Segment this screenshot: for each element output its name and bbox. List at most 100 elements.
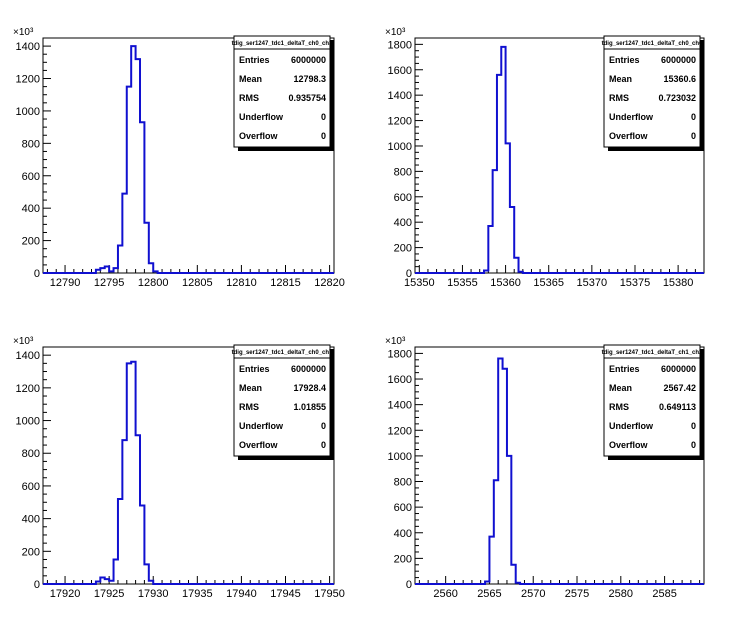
histogram-bin — [122, 194, 126, 273]
stats-label: Underflow — [609, 112, 654, 122]
histogram-bin — [131, 362, 135, 584]
stats-label: Overflow — [609, 440, 649, 450]
histogram-bin — [136, 59, 140, 273]
y-tick-label: 1400 — [388, 400, 412, 412]
stats-label: Underflow — [239, 112, 284, 122]
y-multiplier-label: ×10³ — [13, 336, 34, 347]
y-tick-label: 1000 — [16, 416, 40, 428]
y-tick-label: 1200 — [388, 425, 412, 437]
y-tick-label: 600 — [22, 481, 40, 493]
x-tick-label: 2560 — [433, 588, 457, 600]
y-tick-label: 1000 — [388, 141, 412, 153]
stats-value: 0 — [321, 421, 326, 431]
stats-label: Mean — [609, 383, 632, 393]
histogram-bin — [153, 271, 157, 273]
y-tick-label: 0 — [406, 268, 412, 280]
histogram-bin — [149, 263, 153, 273]
histogram-bin — [131, 46, 135, 273]
stats-value: 17928.4 — [293, 383, 326, 393]
histogram-bin — [127, 363, 131, 584]
y-tick-label: 1000 — [16, 106, 40, 118]
y-tick-label: 200 — [394, 243, 412, 255]
histogram-bin — [114, 268, 118, 273]
y-multiplier-label: ×10³ — [385, 27, 406, 38]
histogram-panel: 0 200 400 600 800 1000 1200 1400 ×10³ 12790 12795 1… — [13, 27, 345, 289]
stats-label: Overflow — [239, 440, 279, 450]
histogram-bin — [149, 581, 153, 584]
histogram-bin — [140, 122, 144, 273]
x-tick-label: 12800 — [138, 277, 169, 289]
y-tick-label: 1800 — [388, 39, 412, 51]
x-tick-label: 15380 — [663, 277, 694, 289]
y-tick-label: 400 — [394, 528, 412, 540]
x-tick-label: 15375 — [620, 277, 651, 289]
histogram-title: tdig_ser1247_tdc1_deltaT_ch0_ch6 — [602, 41, 703, 47]
y-tick-label: 800 — [394, 166, 412, 178]
y-tick-label: 800 — [22, 138, 40, 150]
y-tick-label: 200 — [22, 546, 40, 558]
histogram-outline — [415, 45, 704, 274]
x-tick-label: 12815 — [270, 277, 301, 289]
x-tick-label: 15360 — [490, 277, 521, 289]
histogram-bin — [519, 272, 523, 273]
stats-box: tdig_ser1247_tdc1_deltaT_ch1_ch2 Entries 6… — [602, 344, 704, 460]
histogram-bin — [511, 565, 515, 584]
histogram-bin — [484, 270, 488, 273]
x-tick-label: 17940 — [226, 588, 257, 600]
x-tick-label: 12820 — [314, 277, 345, 289]
stats-label: Entries — [239, 364, 270, 374]
x-tick-label: 12805 — [182, 277, 213, 289]
histogram-bin — [493, 170, 497, 273]
histogram-bin — [96, 270, 100, 273]
histogram-bin — [100, 268, 104, 273]
stats-label: Underflow — [239, 421, 284, 431]
y-tick-label: 0 — [34, 579, 40, 591]
y-tick-label: 1400 — [16, 41, 40, 53]
x-tick-label: 17920 — [50, 588, 81, 600]
stats-label: Mean — [239, 74, 262, 84]
y-tick-label: 1400 — [388, 90, 412, 102]
histogram-title: tdig_ser1247_tdc1_deltaT_ch1_ch2 — [602, 350, 703, 356]
stats-value: 6000000 — [291, 55, 326, 65]
x-tick-label: 12810 — [226, 277, 257, 289]
y-tick-label: 400 — [22, 514, 40, 526]
stats-value: 6000000 — [661, 364, 696, 374]
histogram-bin — [516, 583, 520, 584]
y-tick-label: 400 — [22, 203, 40, 215]
stats-box: tdig_ser1247_tdc1_deltaT_ch0_ch6 Entries 6… — [602, 35, 704, 151]
histogram-bin — [109, 581, 113, 584]
stats-value: 12798.3 — [293, 74, 326, 84]
x-tick-label: 15355 — [447, 277, 478, 289]
stats-value: 0 — [321, 131, 326, 141]
y-tick-label: 200 — [22, 236, 40, 248]
histogram-bin — [497, 75, 501, 273]
stats-value: 0.649113 — [659, 402, 696, 412]
histogram-bin — [118, 499, 122, 584]
histogram-bin — [136, 435, 140, 584]
x-tick-label: 17935 — [182, 588, 213, 600]
x-tick-label: 12790 — [50, 277, 81, 289]
y-tick-label: 800 — [394, 477, 412, 489]
x-tick-label: 17925 — [94, 588, 125, 600]
x-tick-label: 15365 — [533, 277, 564, 289]
histogram-bin — [140, 506, 144, 584]
y-tick-label: 600 — [394, 502, 412, 514]
y-tick-label: 0 — [34, 268, 40, 280]
y-tick-label: 400 — [394, 217, 412, 229]
stats-label: Entries — [609, 364, 640, 374]
x-tick-label: 2585 — [652, 588, 676, 600]
stats-value: 0 — [691, 131, 696, 141]
histogram-bin — [503, 369, 507, 584]
x-tick-label: 15370 — [577, 277, 608, 289]
stats-label: Mean — [609, 74, 632, 84]
stats-box-frame — [233, 35, 331, 148]
y-tick-label: 0 — [406, 579, 412, 591]
y-tick-label: 1200 — [16, 383, 40, 395]
histogram-outline — [43, 360, 334, 585]
stats-label: Entries — [239, 55, 270, 65]
y-tick-label: 600 — [22, 171, 40, 183]
y-multiplier-label: ×10³ — [13, 27, 34, 38]
histogram-title: tdig_ser1247_tdc1_deltaT_ch0_ch7 — [232, 350, 333, 356]
histogram-panel: 0 200 400 600 800 1000 1200 1400 ×10³ 17920 17925 1… — [13, 336, 345, 600]
stats-box-frame — [233, 344, 331, 457]
